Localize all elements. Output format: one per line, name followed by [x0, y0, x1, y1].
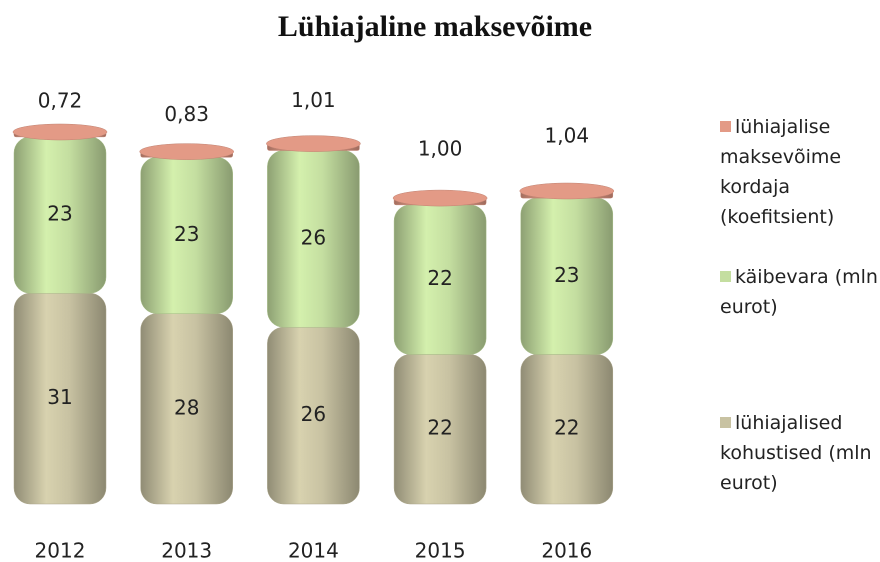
data-label: 22	[554, 416, 579, 440]
data-label: 23	[554, 263, 579, 287]
legend-swatch	[720, 121, 731, 132]
data-label: 22	[427, 416, 452, 440]
data-label: 23	[174, 222, 199, 246]
x-tick-label: 2015	[415, 539, 466, 562]
legend-label: käibevara (mln eurot)	[720, 266, 878, 318]
data-label: 31	[47, 385, 72, 409]
data-label: 1,01	[291, 88, 336, 112]
data-label: 1,00	[418, 137, 463, 161]
data-label: 0,83	[164, 102, 209, 126]
data-label: 22	[427, 266, 452, 290]
data-label: 26	[301, 225, 326, 249]
x-tick-label: 2014	[288, 539, 339, 562]
legend-item: lühiajalise maksevõime kordaja (koefitsi…	[720, 112, 880, 232]
data-label: 1,04	[545, 124, 590, 148]
data-label: 23	[47, 202, 72, 226]
cylinder-cap	[12, 123, 108, 141]
x-tick-label: 2012	[35, 539, 86, 562]
legend-label: lühiajalised kohustised (mln eurot)	[720, 412, 872, 494]
legend-label: lühiajalise maksevõime kordaja (koefitsi…	[720, 116, 842, 228]
data-label: 28	[174, 395, 199, 419]
legend-item: käibevara (mln eurot)	[720, 262, 880, 322]
data-label: 26	[301, 402, 326, 426]
cylinder-cap	[519, 182, 615, 200]
chart-title: Lühiajaline maksevõime	[277, 10, 593, 43]
cylinder-cap	[266, 135, 361, 152]
legend-swatch	[720, 271, 731, 282]
data-label: 0,72	[38, 89, 83, 113]
legend-item: lühiajalised kohustised (mln eurot)	[720, 408, 880, 498]
x-tick-label: 2013	[161, 539, 212, 562]
x-tick-label: 2016	[541, 539, 592, 562]
legend-swatch	[720, 417, 731, 428]
cylinder-cap	[139, 143, 234, 160]
cylinder-cap	[392, 189, 488, 207]
